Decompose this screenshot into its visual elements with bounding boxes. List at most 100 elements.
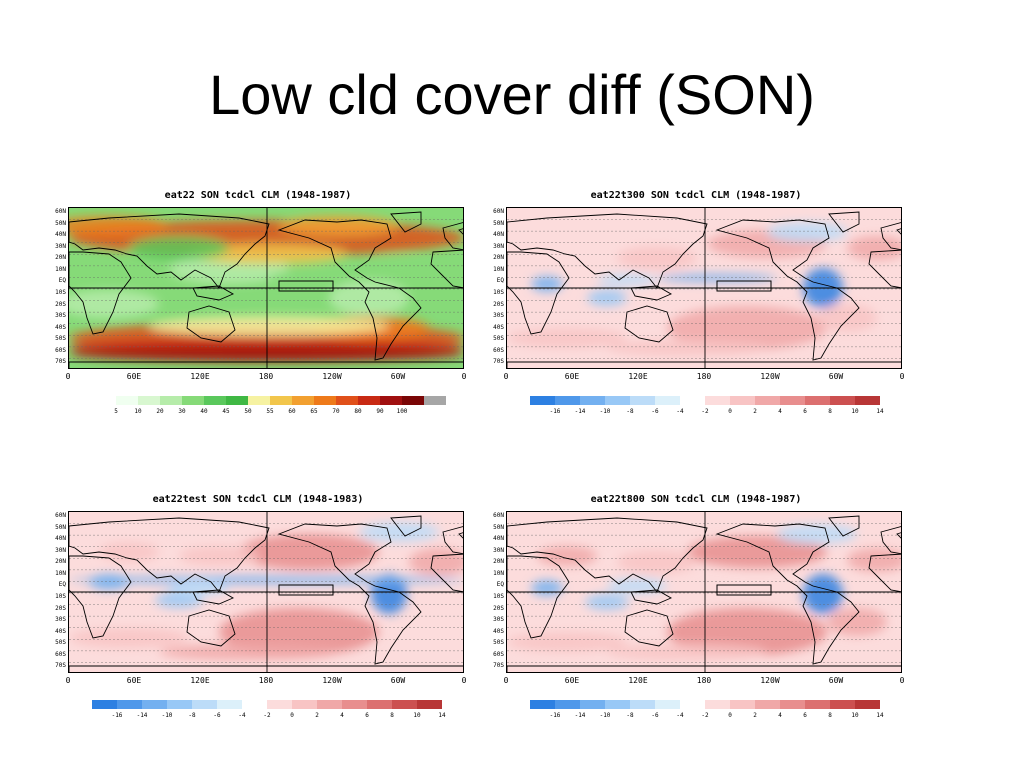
longitude-labels: 0 60E 120E 180 120W 60W 0 — [504, 372, 905, 384]
color-scale-label: 10 — [413, 712, 421, 719]
anomaly-region — [531, 276, 563, 292]
latitude-label: 40S — [55, 323, 66, 331]
color-scale-label: 10 — [851, 408, 859, 415]
anomaly-region — [129, 236, 229, 260]
anomaly-region — [657, 274, 777, 282]
color-swatch — [780, 700, 805, 709]
color-scale-label: 0 — [728, 408, 732, 415]
latitude-label: 70S — [55, 358, 66, 366]
color-scale-label: 14 — [876, 408, 884, 415]
color-swatch — [755, 700, 780, 709]
coastline-america — [715, 219, 860, 361]
anomaly-region — [667, 306, 827, 350]
coastline-indonesia — [630, 589, 673, 605]
latitude-label: 70S — [493, 662, 504, 670]
latitude-label: 10N — [493, 569, 504, 577]
anomaly-region — [587, 290, 627, 306]
anomaly-region — [169, 580, 229, 596]
color-scale-label: 2 — [753, 712, 757, 719]
longitude-label: 0 — [899, 676, 905, 685]
anomaly-region — [371, 574, 407, 614]
coastline-europe — [880, 222, 901, 251]
coastline-uk — [458, 228, 463, 235]
latitude-label: 40S — [55, 627, 66, 635]
latitude-label: 40N — [55, 535, 66, 543]
color-scale-label: -10 — [599, 712, 611, 719]
latitude-label: 50N — [493, 523, 504, 531]
longitude-labels: 0 60E 120E 180 120W 60W 0 — [503, 676, 905, 688]
longitude-label: 0 — [461, 372, 467, 381]
latitude-label: 50S — [493, 639, 504, 647]
longitude-label: 120W — [760, 676, 780, 685]
color-scale-bar — [92, 700, 442, 709]
color-swatch — [655, 396, 680, 405]
color-swatch — [605, 396, 630, 405]
latitude-label: 40N — [493, 535, 504, 543]
color-swatch — [630, 700, 655, 709]
coastline-eurasia — [69, 517, 270, 593]
latitude-label: 10S — [493, 593, 504, 600]
latitude-label: 30N — [493, 546, 504, 554]
color-scale-label: 80 — [354, 408, 362, 415]
latitude-label: 60N — [55, 512, 66, 519]
color-scale-label: 5 — [114, 408, 118, 415]
color-scale-label: 0 — [290, 712, 294, 719]
color-scale-label: 50 — [244, 408, 252, 415]
latitude-label: 50N — [493, 219, 504, 227]
latitude-label: 50N — [55, 523, 66, 531]
color-scale-label: 20 — [156, 408, 164, 415]
color-scale-label: 8 — [828, 712, 832, 719]
world-map — [506, 511, 902, 673]
color-scale-label: 70 — [332, 408, 340, 415]
latitude-label: EQ — [58, 581, 66, 589]
coastline-africa — [507, 555, 570, 639]
latitude-label: 40N — [55, 231, 66, 239]
color-swatch — [630, 396, 655, 405]
color-swatch — [780, 396, 805, 405]
coastline-europe — [880, 526, 901, 555]
color-swatch — [204, 396, 226, 405]
longitude-label: 120W — [322, 676, 342, 685]
anomaly-region — [597, 274, 657, 286]
longitude-label: 0 — [503, 676, 509, 685]
anomaly-region — [507, 632, 627, 652]
latitude-label: 60N — [55, 208, 66, 215]
longitude-labels: 0 60E 120E 180 120W 60W 0 — [66, 676, 467, 688]
latitude-label: 60N — [493, 512, 504, 519]
latitude-label: 30N — [55, 546, 66, 554]
color-scale-label: -6 — [213, 712, 221, 719]
color-scale-label: -14 — [136, 712, 148, 719]
latitude-label: 10N — [493, 265, 504, 273]
color-scale-label: -4 — [238, 712, 246, 719]
longitude-label: 0 — [899, 372, 905, 381]
latitude-label: 60S — [55, 346, 66, 354]
color-swatch — [730, 700, 755, 709]
panel-title: eat22t300 SON tcdcl CLM (1948-1987) — [590, 190, 802, 201]
coastline-eurasia — [507, 517, 708, 593]
anomaly-region — [803, 574, 843, 614]
anomaly-region — [817, 304, 877, 332]
coastline-america — [277, 219, 422, 361]
color-scale-label: 8 — [390, 712, 394, 719]
coastline-antarctica — [69, 361, 463, 368]
latitude-label: 60S — [55, 650, 66, 658]
coastline-australia — [186, 305, 236, 343]
map-panel-bottom-left: eat22test SON tcdcl CLM (1948-1983) 60N 5… — [48, 494, 468, 734]
color-scale-label: 6 — [803, 408, 807, 415]
anomaly-region — [537, 546, 597, 566]
coastline-africaW — [430, 553, 463, 593]
anomaly-region — [847, 236, 901, 260]
latitude-label: 10S — [55, 289, 66, 296]
color-swatch — [358, 396, 380, 405]
color-scale-label: -16 — [111, 712, 123, 719]
color-swatch — [342, 700, 367, 709]
color-swatch — [655, 700, 680, 709]
coastline-africa — [507, 251, 570, 335]
coastline-australia — [624, 305, 674, 343]
coastline-australia — [186, 609, 236, 647]
coastline-africa — [69, 555, 132, 639]
color-swatch — [555, 700, 580, 709]
color-scale-label: -4 — [676, 712, 684, 719]
coastline-eurasia — [69, 213, 270, 289]
latitude-label: 50S — [493, 335, 504, 343]
